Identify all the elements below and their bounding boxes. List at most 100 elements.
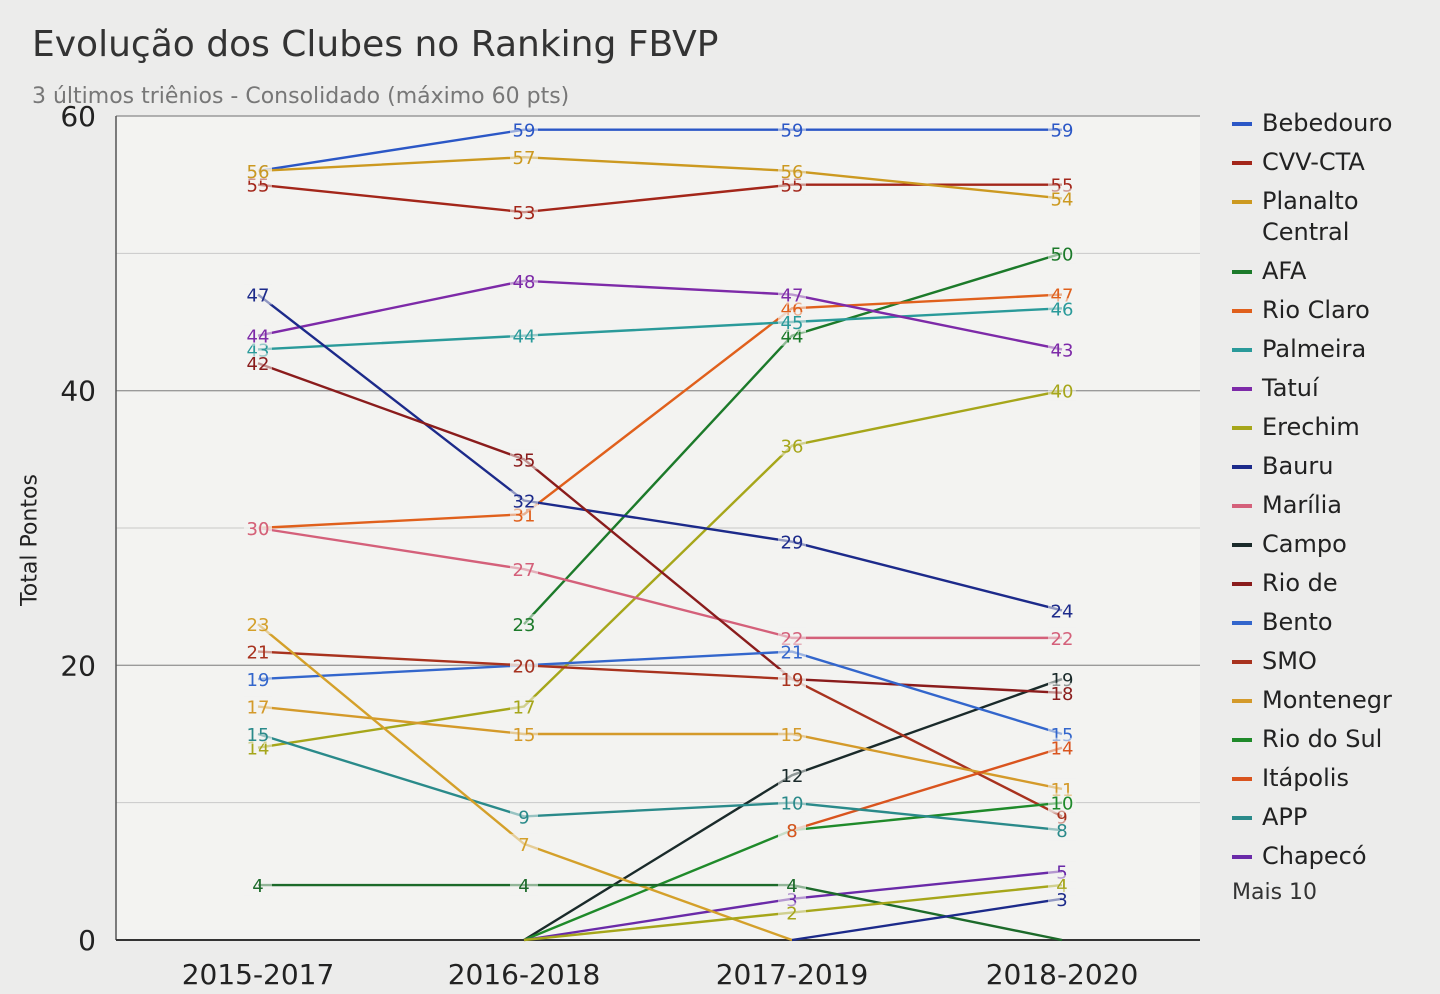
data-label: 9 <box>1056 807 1067 828</box>
legend-item[interactable]: Planalto Central <box>1232 186 1432 248</box>
legend-item[interactable]: APP <box>1232 802 1432 833</box>
legend-item[interactable]: Tatuí <box>1232 373 1432 404</box>
legend-label: CVV-CTA <box>1262 148 1365 176</box>
data-label: 53 <box>513 203 536 224</box>
y-tick-label: 0 <box>78 924 96 957</box>
data-label: 46 <box>1051 299 1074 320</box>
data-label: 24 <box>1051 601 1074 622</box>
legend-item[interactable]: Erechim <box>1232 412 1432 443</box>
data-label: 10 <box>1051 794 1074 815</box>
legend-item[interactable]: Montenegr <box>1232 685 1432 716</box>
data-label-bg <box>510 724 538 744</box>
legend-item[interactable]: Rio do Sul <box>1232 724 1432 755</box>
x-tick-label: 2018-2020 <box>986 958 1139 991</box>
legend-label: Bauru <box>1262 452 1334 480</box>
legend-more[interactable]: Mais 10 <box>1232 880 1318 905</box>
data-label: 4 <box>518 876 529 897</box>
legend-label: Itápolis <box>1262 764 1349 792</box>
data-label: 56 <box>781 162 804 183</box>
series-line-2 <box>257 155 1063 200</box>
x-tick-label: 2017-2019 <box>716 958 869 991</box>
legend-swatch <box>1232 270 1252 274</box>
legend-item[interactable]: Palmeira <box>1232 334 1432 365</box>
legend-item[interactable]: CVV-CTA <box>1232 147 1432 178</box>
legend-swatch <box>1232 855 1252 859</box>
data-label-bg <box>778 284 806 305</box>
legend-swatch <box>1232 161 1252 165</box>
chart-title: Evolução dos Clubes no Ranking FBVP <box>32 24 719 65</box>
legend-swatch <box>1232 348 1252 352</box>
data-label-bg <box>1048 627 1076 648</box>
legend-item[interactable]: Bebedouro <box>1232 108 1432 139</box>
data-label: 14 <box>1051 739 1074 760</box>
data-label: 59 <box>781 121 804 142</box>
legend-item[interactable]: AFA <box>1232 256 1432 287</box>
data-label-bg <box>1048 888 1076 909</box>
data-label: 47 <box>247 286 270 307</box>
data-label-bg <box>1048 188 1076 209</box>
series-line-12 <box>257 650 1063 736</box>
data-label: 30 <box>247 519 270 540</box>
legend-item[interactable]: Bento <box>1232 607 1432 638</box>
data-label-bg <box>1048 682 1076 703</box>
legend-swatch <box>1232 660 1252 664</box>
data-label: 40 <box>1051 382 1074 403</box>
data-label: 15 <box>781 725 804 746</box>
data-label-bg <box>510 655 538 676</box>
legend-item[interactable]: Rio de <box>1232 568 1432 599</box>
legend-item[interactable]: Marília <box>1232 490 1432 521</box>
legend-label: Tatuí <box>1262 374 1319 402</box>
legend-item[interactable]: Chapecó <box>1232 841 1432 872</box>
data-label: 3 <box>786 890 797 911</box>
legend-item[interactable]: Campo <box>1232 529 1432 560</box>
legend-item[interactable]: Bauru <box>1232 451 1432 482</box>
legend-label: Rio do Sul <box>1262 725 1383 753</box>
series-line-11 <box>257 362 1063 694</box>
data-label-bg <box>778 724 806 744</box>
legend-label: Marília <box>1262 491 1342 519</box>
data-label-bg <box>1048 792 1076 813</box>
series-line-17 <box>257 732 1063 832</box>
data-label-bg <box>510 325 538 346</box>
legend: Bebedouro CVV-CTA Planalto Central AFA Rio C… <box>1232 108 1432 905</box>
series-line-16 <box>791 746 1063 832</box>
data-label: 57 <box>513 148 536 169</box>
data-label-bg <box>510 490 538 511</box>
data-label-bg <box>244 518 272 538</box>
data-label: 17 <box>513 698 536 719</box>
legend-label: Erechim <box>1262 413 1360 441</box>
data-label-bg <box>1048 243 1076 264</box>
data-label-bg <box>1048 298 1076 319</box>
legend-item[interactable]: Rio Claro <box>1232 295 1432 326</box>
legend-item[interactable]: Itápolis <box>1232 763 1432 794</box>
legend-label: Bebedouro <box>1262 109 1393 137</box>
data-label-bg <box>510 614 538 635</box>
series-line-20 <box>258 883 1063 942</box>
legend-swatch <box>1232 777 1252 781</box>
legend-label: APP <box>1262 803 1308 831</box>
legend-label: Rio Claro <box>1262 296 1370 324</box>
legend-label: Campo <box>1262 530 1347 558</box>
legend-item[interactable]: SMO <box>1232 646 1432 677</box>
data-label: 5 <box>1056 862 1067 883</box>
data-label-bg <box>244 696 272 717</box>
legend-label: Chapecó <box>1262 842 1367 870</box>
data-label: 56 <box>247 162 270 183</box>
data-label: 42 <box>247 354 270 375</box>
x-tick-label: 2015-2017 <box>182 958 335 991</box>
data-label-bg <box>244 284 272 305</box>
data-label: 18 <box>1051 684 1074 705</box>
legend-label: SMO <box>1262 647 1317 675</box>
series-line-5 <box>257 307 1063 351</box>
data-label-bg <box>244 325 272 346</box>
data-label: 2 <box>786 904 797 925</box>
data-label-bg <box>510 147 538 168</box>
data-label: 23 <box>513 615 536 636</box>
data-label-bg <box>778 902 806 923</box>
data-label-bg <box>778 312 806 332</box>
legend-swatch <box>1232 426 1252 430</box>
data-label-bg <box>244 724 272 744</box>
series-line-13 <box>257 650 1063 818</box>
data-label-bg <box>1048 380 1076 401</box>
